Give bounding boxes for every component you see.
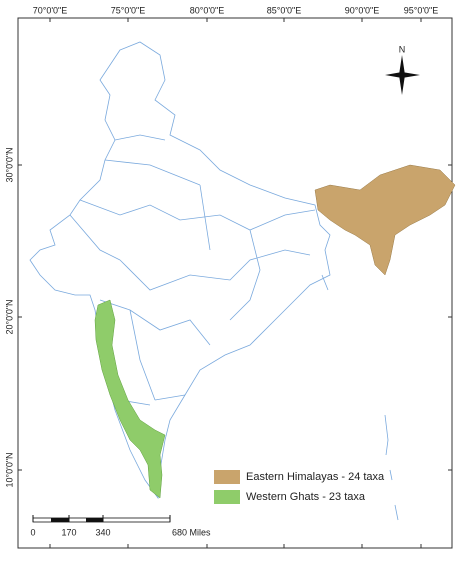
latitude-label: 30°0'0"N (4, 147, 14, 182)
longitude-label: 95°0'0"E (404, 5, 439, 15)
scale-label: 680 Miles (172, 527, 211, 537)
latitude-label: 20°0'0"N (4, 299, 14, 334)
legend-swatch (214, 470, 240, 484)
islands (321, 274, 399, 521)
scale-label: 0 (30, 527, 35, 537)
legend-label: Western Ghats - 23 taxa (246, 491, 366, 503)
legend-swatch (214, 490, 240, 504)
longitude-label: 85°0'0"E (267, 5, 302, 15)
scale-label: 340 (95, 527, 110, 537)
longitude-label: 75°0'0"E (111, 5, 146, 15)
map-frame (17, 17, 453, 549)
legend-label: Eastern Himalayas - 24 taxa (246, 471, 385, 483)
latitude-label: 10°0'0"N (4, 452, 14, 487)
scale-bar (32, 517, 171, 523)
longitude-label: 90°0'0"E (345, 5, 380, 15)
western-ghats (94, 299, 166, 499)
india-outline (29, 41, 331, 500)
scale-label: 170 (61, 527, 76, 537)
eastern-himalayas (314, 164, 456, 276)
north-arrow (385, 55, 420, 95)
north-label: N (399, 44, 406, 54)
longitude-label: 80°0'0"E (190, 5, 225, 15)
state-boundaries (69, 134, 316, 406)
longitude-label: 70°0'0"E (33, 5, 68, 15)
